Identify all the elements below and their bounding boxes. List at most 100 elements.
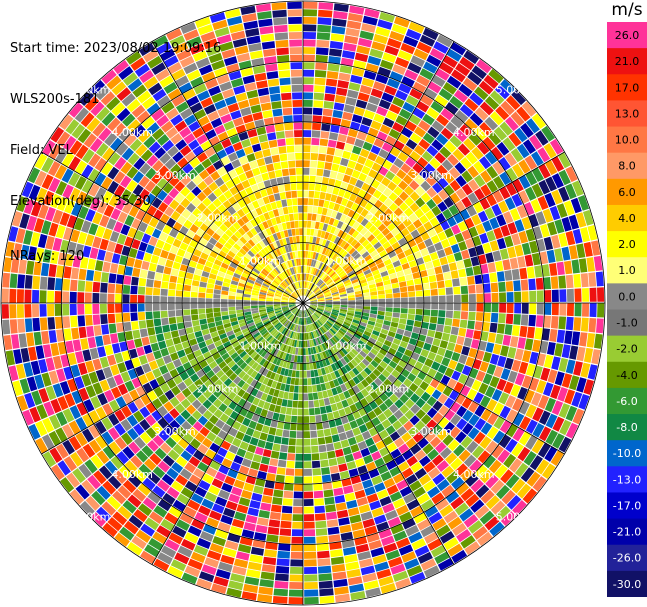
velocity-gate: [180, 450, 193, 462]
velocity-gate: [404, 399, 415, 409]
velocity-gate: [276, 312, 283, 317]
velocity-gate: [39, 317, 48, 331]
velocity-gate: [184, 565, 201, 578]
velocity-gate: [349, 5, 365, 15]
velocity-gate: [409, 88, 423, 100]
velocity-gate: [415, 409, 426, 420]
velocity-gate: [248, 468, 259, 478]
velocity-gate: [310, 221, 316, 229]
velocity-gate: [114, 352, 124, 364]
velocity-gate: [324, 240, 331, 248]
velocity-gate: [443, 271, 452, 280]
velocity-gate: [361, 265, 370, 272]
velocity-gate: [549, 263, 558, 276]
velocity-gate: [463, 454, 477, 468]
velocity-gate: [461, 346, 470, 356]
velocity-gate: [483, 455, 496, 469]
velocity-gate: [552, 433, 565, 449]
velocity-gate: [551, 356, 561, 371]
velocity-gate: [247, 561, 262, 571]
velocity-gate: [338, 349, 346, 358]
velocity-gate: [409, 202, 420, 213]
velocity-gate: [156, 177, 168, 189]
velocity-gate: [228, 427, 238, 437]
velocity-gate: [317, 299, 325, 302]
velocity-gate: [398, 237, 407, 246]
velocity-gate: [236, 239, 244, 248]
velocity-gate: [297, 355, 301, 363]
velocity-gate: [355, 417, 365, 427]
velocity-gate: [218, 348, 227, 356]
velocity-gate: [303, 521, 315, 529]
velocity-gate: [214, 177, 225, 187]
velocity-gate: [327, 281, 334, 287]
velocity-gate: [346, 461, 357, 470]
velocity-gate: [145, 244, 155, 254]
velocity-gate: [423, 461, 436, 473]
velocity-gate: [174, 552, 190, 565]
velocity-gate: [254, 446, 264, 456]
velocity-gate: [59, 212, 70, 226]
velocity-gate: [252, 289, 260, 294]
velocity-gate: [487, 332, 497, 343]
velocity-gate: [60, 477, 75, 493]
velocity-gate: [219, 374, 229, 383]
velocity-gate: [432, 518, 447, 531]
velocity-gate: [408, 303, 416, 309]
velocity-gate: [24, 392, 36, 409]
velocity-gate: [27, 246, 37, 261]
velocity-gate: [126, 339, 136, 350]
velocity-gate: [453, 294, 461, 303]
velocity-gate: [38, 388, 50, 403]
velocity-gate: [320, 326, 327, 333]
velocity-gate: [336, 351, 343, 360]
velocity-gate: [145, 311, 153, 320]
velocity-gate: [107, 303, 115, 314]
velocity-gate: [551, 156, 565, 172]
velocity-gate: [376, 352, 385, 360]
velocity-gate: [451, 243, 460, 254]
velocity-gate: [413, 512, 428, 524]
velocity-gate: [465, 238, 475, 249]
velocity-gate: [538, 410, 551, 425]
velocity-gate: [266, 306, 274, 309]
velocity-gate: [449, 95, 464, 109]
velocity-gate: [282, 344, 287, 352]
velocity-gate: [369, 372, 378, 381]
velocity-gate: [284, 329, 290, 336]
velocity-gate: [122, 294, 130, 303]
velocity-gate: [407, 168, 419, 180]
velocity-gate: [270, 338, 277, 346]
velocity-gate: [396, 504, 409, 516]
velocity-gate: [152, 247, 162, 257]
velocity-gate: [212, 536, 226, 547]
velocity-gate: [175, 456, 188, 468]
velocity-gate: [322, 325, 328, 332]
velocity-gate: [522, 488, 538, 504]
velocity-gate: [517, 256, 526, 268]
velocity-gate: [303, 69, 315, 77]
velocity-gate: [150, 254, 160, 264]
velocity-gate: [95, 435, 108, 449]
velocity-gate: [80, 257, 89, 269]
velocity-gate: [252, 397, 260, 406]
velocity-gate: [26, 332, 35, 347]
velocity-gate: [468, 347, 478, 358]
velocity-gate: [501, 489, 516, 505]
velocity-gate: [48, 370, 59, 385]
velocity-gate: [313, 286, 319, 293]
velocity-gate: [292, 292, 298, 298]
velocity-gate: [427, 245, 436, 254]
velocity-gate: [182, 163, 194, 174]
velocity-gate: [281, 297, 289, 300]
velocity-gate: [303, 115, 313, 122]
colorbar-unit: m/s: [611, 0, 643, 20]
velocity-gate: [556, 203, 568, 218]
velocity-gate: [172, 499, 186, 512]
velocity-gate: [579, 332, 588, 347]
velocity-gate: [194, 268, 203, 276]
velocity-gate: [310, 153, 319, 161]
velocity-gate: [295, 317, 299, 324]
velocity-gate: [79, 90, 94, 106]
velocity-gate: [327, 139, 337, 148]
